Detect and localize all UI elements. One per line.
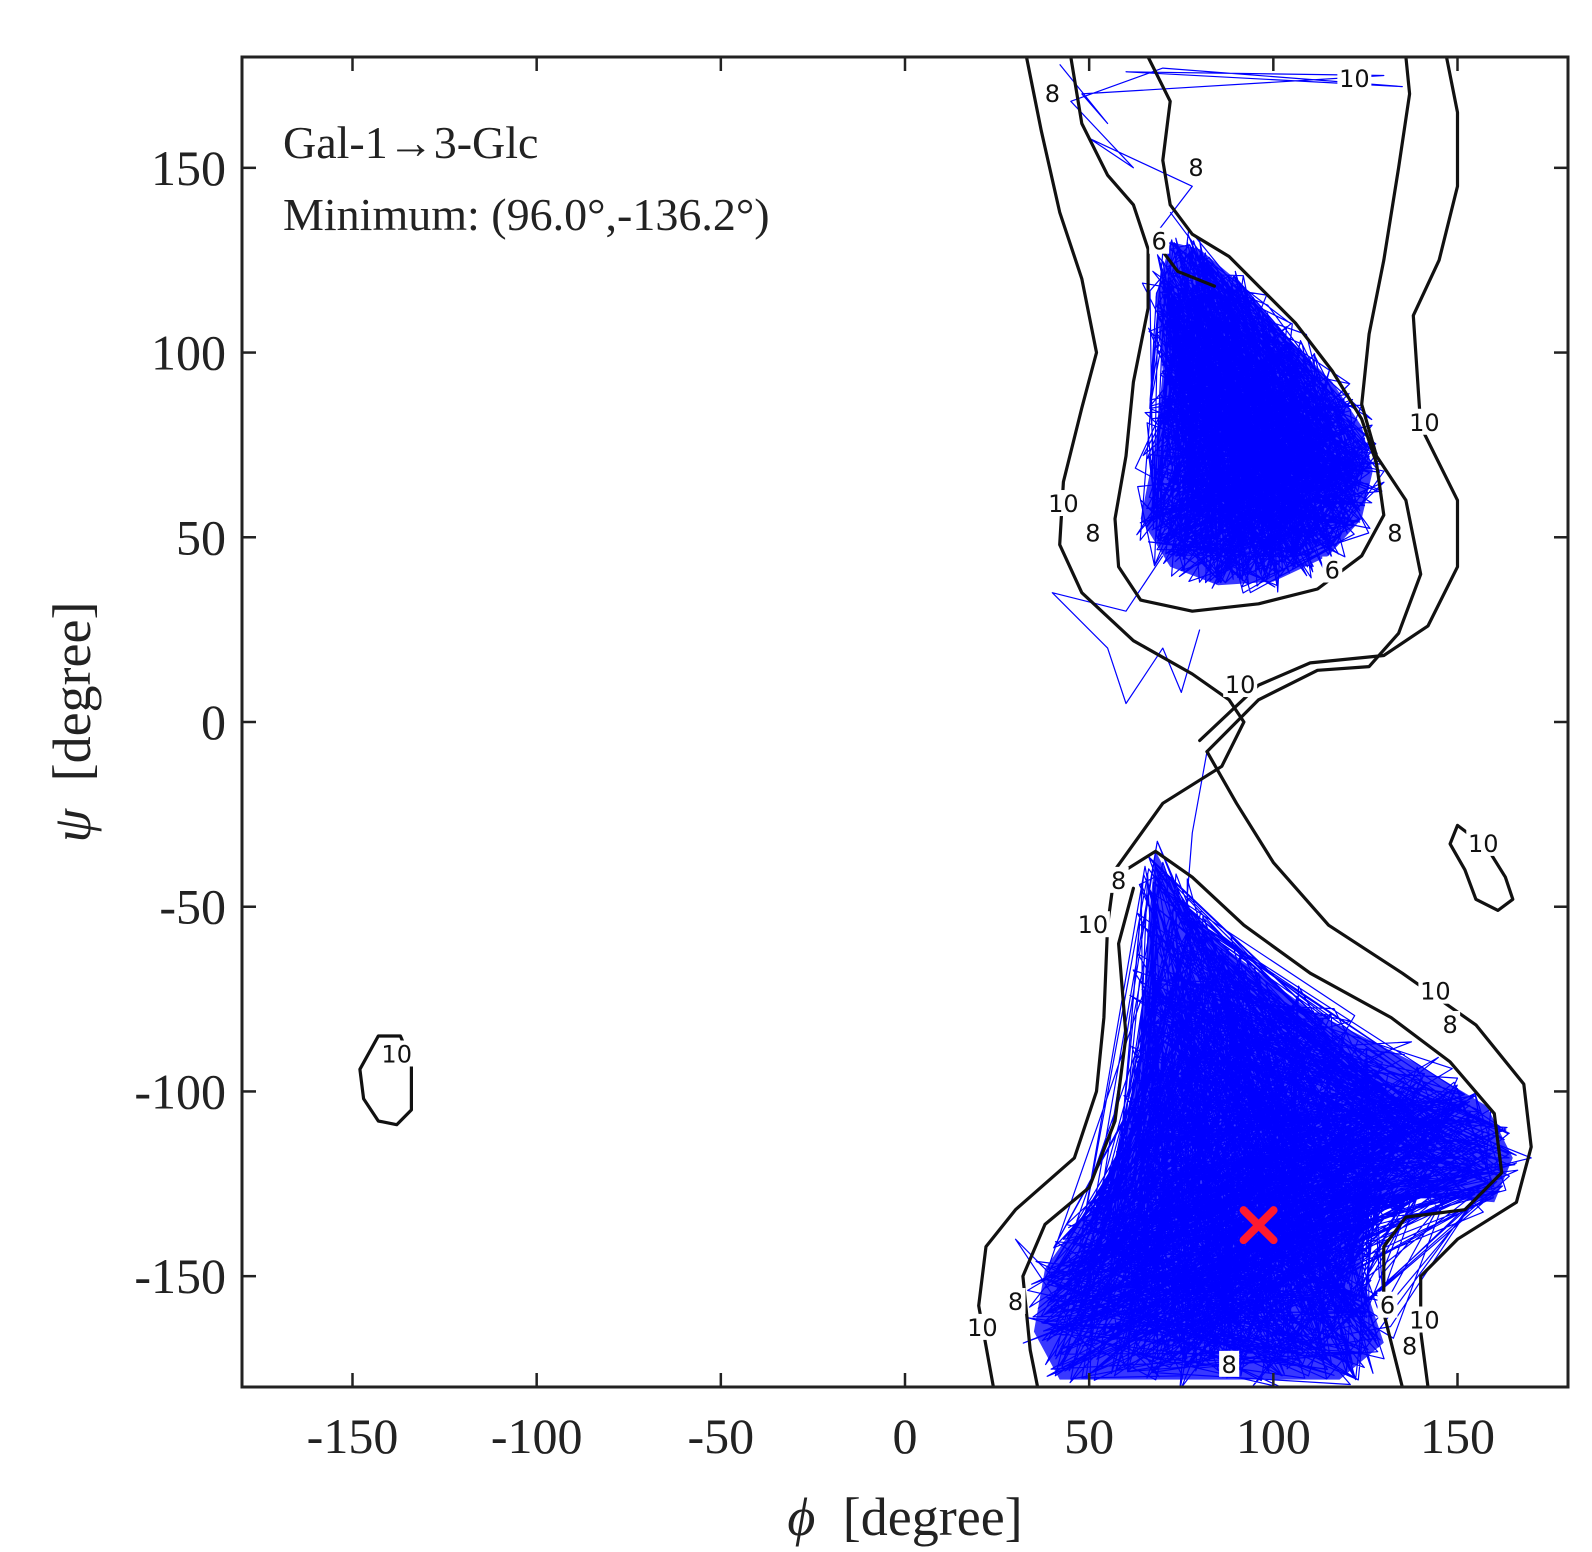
trajectory-top-band (1059, 64, 1403, 272)
y-axis-unit: [degree] (42, 602, 102, 782)
contour-label-11: 8 (1111, 867, 1126, 895)
tick-layer: -150 -100 -50 0 50 100 150 -150 -100 -50 0 50 100 150 (134, 57, 1568, 1464)
contour-level-10-1 (1198, 57, 1460, 743)
contour-label-bg (1466, 829, 1501, 856)
trajectory-scribble-upper (1134, 228, 1385, 594)
contour-label-17: 8 (1008, 1288, 1023, 1316)
contour-label-7: 6 (1325, 557, 1340, 585)
y-tick-label: -100 (134, 1063, 226, 1119)
contour-label-15: 10 (381, 1041, 412, 1069)
contour-label-6: 8 (1085, 520, 1100, 548)
contour-label-4: 10 (1409, 409, 1440, 437)
contour-level-8-5 (1124, 849, 1504, 1387)
contour-label-bg (1005, 1288, 1026, 1315)
y-tick-label: 0 (201, 694, 226, 750)
contour-label-bg (1082, 519, 1103, 546)
trajectory-scribble-lower (1022, 840, 1519, 1387)
contour-label-bg (1440, 1010, 1461, 1037)
contour-label-bg (1108, 866, 1129, 893)
contour-label-bg (1337, 65, 1372, 92)
contour-label-12: 10 (1078, 911, 1109, 939)
contour-label-9: 10 (1225, 671, 1256, 699)
trajectory-stray-upper (1051, 555, 1201, 705)
chart-title: Gal-1→3-Glc (283, 117, 538, 168)
x-tick-label: 100 (1236, 1408, 1311, 1464)
y-axis-symbol: ψ (42, 807, 102, 842)
contour-level-10-8 (1448, 823, 1515, 912)
contour-label-bg (1046, 490, 1081, 517)
contour-label-2: 8 (1188, 154, 1203, 182)
contour-label-bg (1322, 556, 1343, 583)
contour-label-14: 8 (1442, 1011, 1457, 1039)
x-tick-label: -50 (688, 1408, 755, 1464)
y-tick-label: 100 (151, 325, 226, 381)
contour-label-bg (1149, 227, 1170, 254)
x-axis-label: ϕ [degree] (787, 1487, 1022, 1547)
contour-label-1: 8 (1045, 80, 1060, 108)
contour-label-bg (1219, 1350, 1240, 1377)
contour-label-bg (1075, 911, 1110, 938)
contour-level-8-3 (1069, 57, 1386, 613)
contour-label-5: 10 (1048, 490, 1079, 518)
minimum-marker (1239, 1206, 1278, 1245)
x-axis-symbol: ϕ (787, 1487, 815, 1547)
contour-label-8: 8 (1387, 520, 1402, 548)
contour-label-18: 10 (1409, 1307, 1440, 1335)
contour-label-bg (1407, 408, 1442, 435)
contour-label-bg (1223, 671, 1258, 698)
contour-label-bg (1399, 1332, 1420, 1359)
minimum-annotation: Minimum: (96.0°,-136.2°) (283, 189, 770, 240)
contour-level-10-2 (1205, 750, 1533, 1387)
y-axis-label: ψ [degree] (42, 602, 102, 843)
x-tick-label: -150 (307, 1408, 399, 1464)
y-tick-label: -50 (159, 879, 226, 935)
contour-label-16: 10 (967, 1314, 998, 1342)
contour-label-0: 10 (1339, 65, 1370, 93)
contour-level-8-6 (1021, 886, 1135, 1387)
contour-label-21: 6 (1380, 1292, 1395, 1320)
contour-label-19: 8 (1402, 1332, 1417, 1360)
contour-label-3: 6 (1152, 228, 1167, 256)
contour-label-bg (1407, 1306, 1442, 1333)
y-tick-label: 150 (151, 140, 226, 196)
contour-level-8-4 (1205, 57, 1423, 754)
x-tick-label: 50 (1064, 1408, 1114, 1464)
contour-label-bg (1418, 977, 1453, 1004)
contour-label-bg (965, 1313, 1000, 1340)
contour-level-10-0 (977, 57, 1246, 1387)
y-tick-label: 50 (176, 509, 226, 565)
contour-label-bg (1042, 79, 1063, 106)
contour-label-bg (1377, 1291, 1398, 1318)
y-tick-label: -150 (134, 1248, 226, 1304)
contour-label-13: 10 (1420, 978, 1451, 1006)
x-tick-label: -100 (491, 1408, 583, 1464)
contour-label-bg (1185, 153, 1206, 180)
contour-label-20: 8 (1221, 1351, 1236, 1379)
x-tick-label: 0 (893, 1408, 918, 1464)
trajectory-stray-lower (1014, 751, 1532, 1351)
x-axis-unit: [degree] (843, 1487, 1023, 1547)
contour-label-bg (379, 1040, 414, 1067)
contour-label-bg (1384, 519, 1405, 546)
x-tick-label: 150 (1420, 1408, 1495, 1464)
contour-label-10: 10 (1468, 830, 1499, 858)
